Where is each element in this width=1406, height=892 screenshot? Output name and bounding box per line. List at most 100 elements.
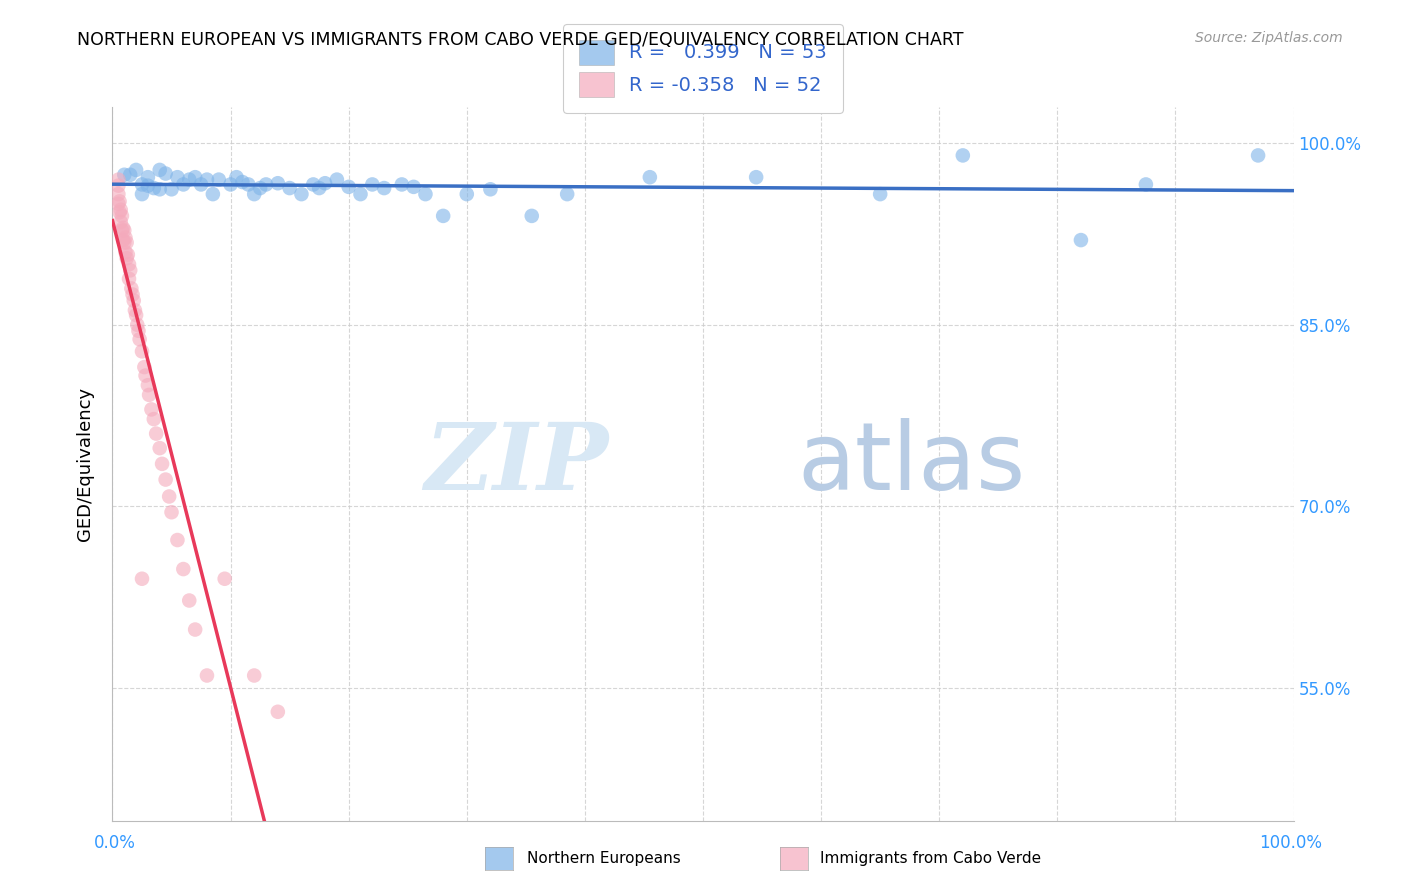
Point xyxy=(238,178,260,192)
Point xyxy=(125,308,148,322)
Point xyxy=(373,181,395,195)
Point xyxy=(1135,178,1157,192)
Point xyxy=(131,344,153,359)
Point xyxy=(243,668,266,682)
Text: 0.0%: 0.0% xyxy=(94,834,136,852)
Point xyxy=(110,202,132,217)
Point xyxy=(219,178,242,192)
Point xyxy=(391,178,413,192)
Point xyxy=(112,221,135,235)
Point xyxy=(184,623,207,637)
Point xyxy=(160,182,183,196)
Point xyxy=(121,287,143,301)
Point xyxy=(127,318,149,332)
Point xyxy=(149,163,172,178)
Point xyxy=(120,168,142,182)
Text: Northern Europeans: Northern Europeans xyxy=(527,851,681,866)
Point xyxy=(107,196,129,211)
Point xyxy=(267,176,290,190)
Point xyxy=(117,247,139,261)
Point xyxy=(254,178,277,192)
Point xyxy=(134,360,156,375)
Point xyxy=(415,187,437,202)
Point xyxy=(108,205,131,219)
Point xyxy=(118,272,141,286)
Point xyxy=(112,233,135,247)
Point xyxy=(337,179,360,194)
Point xyxy=(127,324,149,338)
Point xyxy=(111,223,134,237)
Point xyxy=(141,402,163,417)
Point xyxy=(231,175,253,189)
Point xyxy=(479,182,502,196)
Point xyxy=(155,473,177,487)
Point xyxy=(120,263,142,277)
Point xyxy=(115,251,138,265)
Point xyxy=(638,170,661,185)
Point xyxy=(214,572,236,586)
Point xyxy=(150,457,173,471)
Point xyxy=(195,172,218,186)
Point xyxy=(172,178,194,192)
Point xyxy=(166,533,188,547)
Point xyxy=(108,194,131,209)
Point xyxy=(125,163,148,178)
Point xyxy=(290,187,312,202)
Point xyxy=(114,230,136,244)
Point xyxy=(179,593,201,607)
Point xyxy=(869,187,891,202)
Point xyxy=(136,378,159,392)
Point xyxy=(135,368,157,383)
Point xyxy=(136,170,159,185)
Point xyxy=(112,223,135,237)
Text: Immigrants from Cabo Verde: Immigrants from Cabo Verde xyxy=(820,851,1040,866)
Point xyxy=(107,178,129,193)
Point xyxy=(314,176,336,190)
Point xyxy=(122,293,145,308)
Point xyxy=(1247,148,1270,162)
Point xyxy=(166,170,188,185)
Point xyxy=(120,281,142,295)
Point xyxy=(326,172,349,186)
Point xyxy=(149,441,172,455)
Point xyxy=(520,209,543,223)
Point xyxy=(745,170,768,185)
Point xyxy=(114,245,136,260)
Point xyxy=(142,181,165,195)
Text: NORTHERN EUROPEAN VS IMMIGRANTS FROM CABO VERDE GED/EQUIVALENCY CORRELATION CHAR: NORTHERN EUROPEAN VS IMMIGRANTS FROM CAB… xyxy=(77,31,965,49)
Point xyxy=(201,187,224,202)
Point xyxy=(184,170,207,185)
Point xyxy=(208,172,231,186)
Point xyxy=(107,187,129,202)
Point xyxy=(179,172,201,186)
Point xyxy=(155,167,177,181)
Y-axis label: GED/Equivalency: GED/Equivalency xyxy=(76,387,94,541)
Point xyxy=(110,215,132,229)
Point xyxy=(112,235,135,250)
Point xyxy=(142,412,165,426)
Point xyxy=(145,426,167,441)
Point xyxy=(456,187,478,202)
Point xyxy=(111,209,134,223)
Point xyxy=(302,178,325,192)
Point xyxy=(160,505,183,519)
Point xyxy=(128,332,150,346)
Point xyxy=(149,182,172,196)
Point xyxy=(138,388,160,402)
Point xyxy=(555,187,578,202)
Point xyxy=(112,168,135,182)
Point xyxy=(1070,233,1092,247)
Point xyxy=(115,235,138,250)
Point xyxy=(124,303,146,318)
Point xyxy=(243,187,266,202)
Point xyxy=(308,181,330,195)
Legend: R =   0.399   N = 53, R = -0.358   N = 52: R = 0.399 N = 53, R = -0.358 N = 52 xyxy=(564,24,842,113)
Point xyxy=(432,209,454,223)
Point xyxy=(278,181,301,195)
Point xyxy=(131,572,153,586)
Point xyxy=(118,257,141,271)
Point xyxy=(249,181,271,195)
Point xyxy=(107,172,129,186)
Point xyxy=(402,179,425,194)
Point xyxy=(190,178,212,192)
